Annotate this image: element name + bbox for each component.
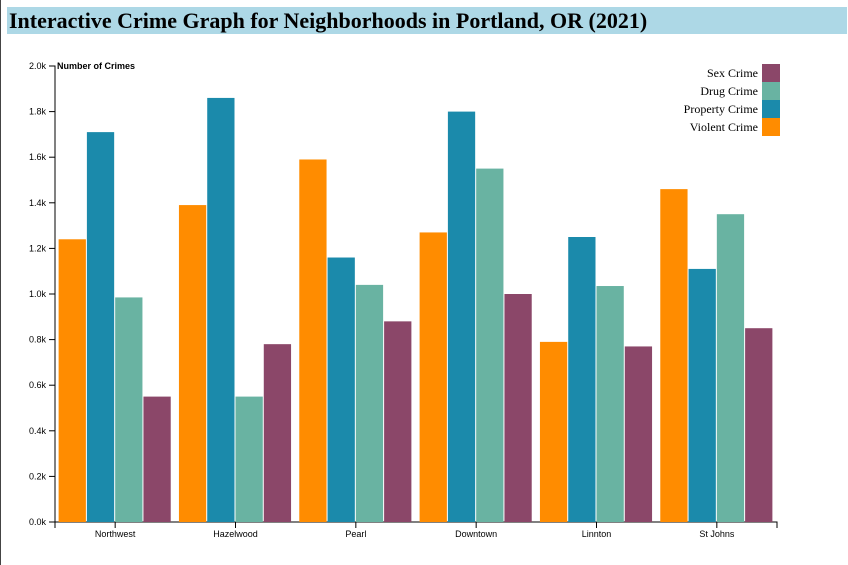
y-tick-label: 1.4k — [29, 198, 47, 208]
x-tick-label: Downtown — [455, 529, 497, 539]
page-title: Interactive Crime Graph for Neighborhood… — [9, 8, 648, 33]
bar-group: Pearl Violent Crime: 1590Pearl Property … — [299, 159, 412, 523]
bar-property-crime[interactable]: St Johns Property Crime: 1110 — [688, 268, 716, 522]
y-tick-label: 0.8k — [29, 335, 47, 345]
y-tick-label: 0.4k — [29, 426, 47, 436]
bar-drug-crime[interactable]: Northwest Drug Crime: 985 — [115, 297, 143, 522]
bar-drug-crime[interactable]: Linnton Drug Crime: 1035 — [596, 286, 624, 522]
bar-property-crime[interactable]: Hazelwood Property Crime: 1860 — [207, 97, 235, 523]
bar-drug-crime[interactable]: Downtown Drug Crime: 1550 — [476, 168, 504, 522]
x-tick-label: St Johns — [699, 529, 735, 539]
x-axis: Northwest Hazelwood Pearl Downtown Linnton St… — [54, 521, 778, 539]
bar-group: Hazelwood Violent Crime: 1390Hazelwood P… — [178, 97, 292, 523]
bar-group: Northwest Violent Crime: 1240Northwest P… — [58, 132, 171, 522]
legend-swatch — [762, 118, 780, 136]
bar-group: Linnton Violent Crime: 790Linnton Proper… — [539, 237, 653, 522]
bar-violent-crime[interactable]: St Johns Violent Crime: 1460 — [660, 189, 688, 522]
bar-violent-crime[interactable]: Pearl Violent Crime: 1590 — [299, 159, 327, 523]
y-tick-label: 1.6k — [29, 152, 47, 162]
bar-sex-crime[interactable]: Hazelwood Sex Crime: 780 — [263, 344, 292, 522]
bar-sex-crime[interactable]: Downtown Sex Crime: 1000 — [504, 294, 532, 522]
x-tick-label: Linnton — [582, 529, 612, 539]
bar-property-crime[interactable]: Linnton Property Crime: 1250 — [568, 237, 596, 522]
bar-property-crime[interactable]: Northwest Property Crime: 1710 — [86, 132, 115, 522]
y-tick-label: 0.0k — [29, 517, 47, 527]
bar-sex-crime[interactable]: Northwest Sex Crime: 550 — [143, 396, 171, 522]
x-tick-label: Northwest — [95, 529, 136, 539]
bar-violent-crime[interactable]: Northwest Violent Crime: 1240 — [58, 239, 86, 522]
x-tick-label: Pearl — [345, 529, 366, 539]
x-axis-line — [54, 521, 778, 528]
legend-item[interactable]: Violent Crime — [690, 118, 780, 136]
legend-swatch — [762, 82, 780, 100]
bar-drug-crime[interactable]: Pearl Drug Crime: 1040 — [355, 284, 384, 522]
legend-label: Property Crime — [684, 102, 758, 116]
title-bar: Interactive Crime Graph for Neighborhood… — [7, 7, 847, 34]
y-tick-label: 2.0k — [29, 61, 47, 71]
bar-sex-crime[interactable]: Linnton Sex Crime: 770 — [624, 346, 653, 522]
bar-property-crime[interactable]: Pearl Property Crime: 1160 — [327, 257, 355, 522]
legend-label: Violent Crime — [690, 120, 758, 134]
bar-drug-crime[interactable]: Hazelwood Drug Crime: 550 — [235, 396, 263, 522]
bar-group: St Johns Violent Crime: 1460St Johns Pro… — [660, 189, 773, 522]
legend-swatch — [762, 64, 780, 82]
y-axis: 0.0k 0.2k 0.4k 0.6k 0.8k 1.0k 1.2k 1.4k 1.6k 1.8k… — [29, 61, 135, 527]
bar-drug-crime[interactable]: St Johns Drug Crime: 1350 — [716, 214, 745, 522]
bar-property-crime[interactable]: Downtown Property Crime: 1800 — [447, 111, 476, 522]
legend-item[interactable]: Drug Crime — [700, 82, 780, 100]
bar-violent-crime[interactable]: Downtown Violent Crime: 1270 — [419, 232, 447, 522]
y-tick-label: 1.0k — [29, 289, 47, 299]
y-axis-title: Number of Crimes — [57, 61, 135, 71]
bar-groups: Northwest Violent Crime: 1240Northwest P… — [58, 97, 773, 523]
bar-group: Downtown Violent Crime: 1270Downtown Pro… — [419, 111, 532, 522]
legend: Sex Crime Drug Crime Property Crime Violent… — [684, 64, 780, 136]
legend-item[interactable]: Sex Crime — [707, 64, 780, 82]
bar-violent-crime[interactable]: Hazelwood Violent Crime: 1390 — [178, 205, 207, 522]
bar-violent-crime[interactable]: Linnton Violent Crime: 790 — [539, 341, 568, 522]
legend-label: Drug Crime — [700, 84, 758, 98]
x-tick-label: Hazelwood — [213, 529, 258, 539]
legend-item[interactable]: Property Crime — [684, 100, 780, 118]
bar-sex-crime[interactable]: Pearl Sex Crime: 880 — [384, 321, 412, 522]
y-tick-label: 0.2k — [29, 471, 47, 481]
y-tick-label: 1.2k — [29, 243, 47, 253]
y-tick-label: 0.6k — [29, 380, 47, 390]
legend-label: Sex Crime — [707, 66, 758, 80]
bar-sex-crime[interactable]: St Johns Sex Crime: 850 — [745, 328, 773, 522]
legend-swatch — [762, 100, 780, 118]
page-left-border — [0, 0, 1, 565]
y-tick-label: 1.8k — [29, 107, 47, 117]
